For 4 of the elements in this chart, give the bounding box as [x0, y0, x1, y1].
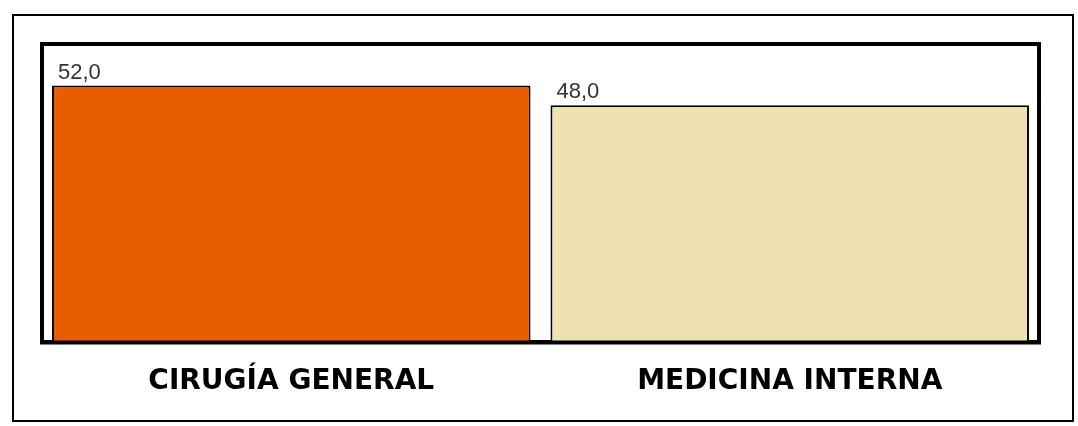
x-tick-label: MEDICINA INTERNA	[637, 363, 943, 397]
x-tick-label: CIRUGÍA GENERAL	[148, 362, 435, 397]
data-label: 52,0	[57, 58, 101, 84]
data-label: 48,0	[556, 78, 600, 104]
